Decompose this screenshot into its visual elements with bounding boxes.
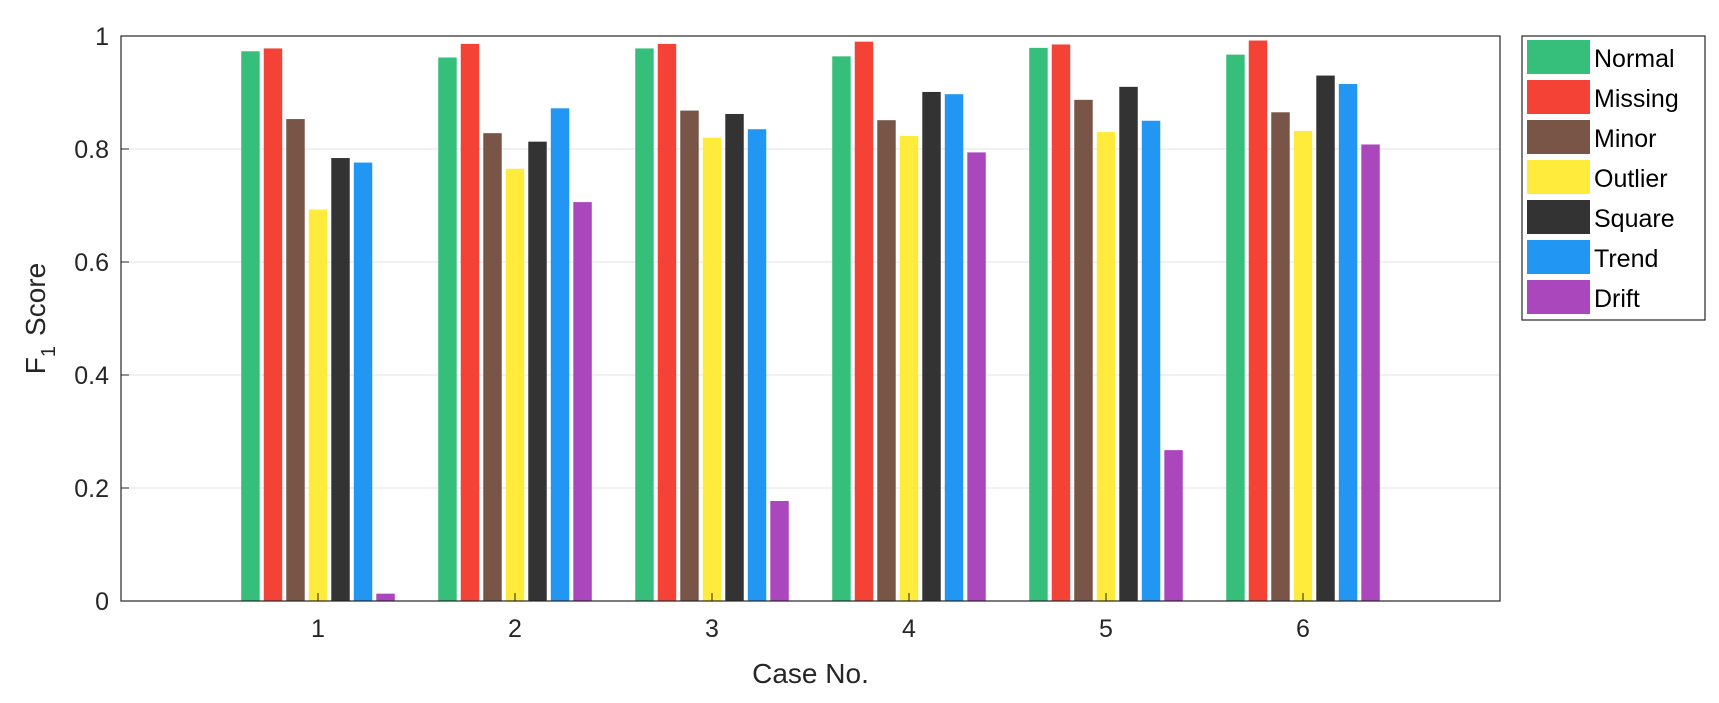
bar-minor-case-6 (1271, 112, 1290, 602)
bar-drift-case-3 (770, 500, 789, 601)
bar-drift-case-5 (1164, 450, 1183, 601)
x-tick-label: 3 (705, 615, 719, 643)
bar-outlier-case-6 (1293, 130, 1313, 602)
y-tick-label: 0 (95, 588, 109, 616)
legend-label-trend: Trend (1594, 245, 1658, 273)
bar-minor-case-1 (286, 119, 305, 602)
x-tick-label: 1 (311, 615, 325, 643)
bar-outlier-case-1 (308, 209, 328, 601)
y-axis-title-subscript: 1 (38, 346, 60, 357)
bar-minor-case-2 (483, 133, 502, 601)
gridlines (121, 148, 1500, 489)
bar-missing-case-4 (854, 41, 874, 601)
y-axis-title-main: F (20, 357, 51, 374)
bar-missing-case-2 (460, 43, 480, 602)
y-axis-title: F1 Score (20, 263, 60, 374)
y-tick-label: 0.2 (74, 475, 109, 503)
bar-square-case-3 (725, 113, 744, 601)
bar-square-case-5 (1119, 86, 1138, 602)
legend-label-outlier: Outlier (1594, 165, 1668, 193)
y-tick-label: 0.6 (74, 249, 109, 277)
bar-trend-case-4 (944, 94, 964, 601)
bar-missing-case-5 (1051, 44, 1071, 602)
legend-swatch-outlier (1527, 160, 1590, 194)
bar-drift-case-1 (376, 593, 395, 601)
bar-square-case-2 (528, 141, 547, 601)
bar-missing-case-6 (1248, 40, 1268, 601)
legend-label-missing: Missing (1594, 85, 1679, 113)
bar-normal-case-2 (438, 57, 457, 602)
bar-trend-case-2 (550, 108, 570, 601)
y-tick-label: 0.4 (74, 362, 109, 390)
bar-trend-case-3 (747, 129, 767, 601)
legend-swatch-drift (1527, 280, 1590, 314)
x-axis-ticks: 1 2 3 4 5 6 (311, 593, 1310, 643)
bar-outlier-case-3 (702, 137, 722, 601)
bar-normal-case-3 (635, 48, 654, 602)
legend-label-normal: Normal (1594, 45, 1675, 73)
y-axis-ticks: 0 0.2 0.4 0.6 0.8 1 (74, 23, 129, 616)
bar-drift-case-4 (967, 152, 986, 601)
legend-label-drift: Drift (1594, 285, 1640, 313)
legend-swatch-trend (1527, 240, 1590, 274)
x-tick-label: 6 (1296, 615, 1310, 643)
y-tick-label: 1 (95, 23, 109, 51)
bar-normal-case-4 (832, 56, 851, 601)
bar-outlier-case-2 (505, 168, 525, 601)
bar-normal-case-6 (1226, 54, 1245, 601)
legend-swatch-square (1527, 200, 1590, 234)
bar-trend-case-5 (1141, 120, 1161, 601)
legend-swatch-normal (1527, 40, 1590, 74)
bar-normal-case-1 (241, 51, 260, 601)
bar-drift-case-6 (1361, 144, 1380, 602)
x-tick-label: 2 (508, 615, 522, 643)
bar-minor-case-3 (680, 110, 699, 601)
plot-frame (120, 35, 1501, 602)
bar-drift-case-2 (573, 202, 592, 602)
bar-outlier-case-5 (1096, 132, 1116, 602)
x-tick-label: 4 (902, 615, 916, 643)
bar-outlier-case-4 (899, 136, 919, 601)
legend-label-minor: Minor (1594, 125, 1657, 153)
bar-minor-case-5 (1074, 99, 1093, 601)
legend: Normal Missing Minor Outlier Square Trend Drif… (1521, 35, 1706, 321)
y-tick-label: 0.8 (74, 136, 109, 164)
x-tick-label: 5 (1099, 615, 1113, 643)
bar-missing-case-3 (657, 43, 677, 602)
bar-square-case-4 (922, 91, 941, 601)
y-axis-title-suffix: Score (20, 263, 51, 336)
bar-missing-case-1 (263, 48, 283, 602)
bar-square-case-6 (1316, 75, 1335, 602)
bar-trend-case-6 (1338, 84, 1358, 601)
x-axis-title: Case No. (752, 658, 869, 689)
bar-trend-case-1 (353, 162, 373, 601)
legend-swatch-minor (1527, 120, 1590, 154)
bars (241, 40, 1380, 602)
bar-minor-case-4 (877, 120, 896, 601)
bar-normal-case-5 (1029, 47, 1048, 602)
bar-square-case-1 (331, 158, 350, 602)
legend-label-square: Square (1594, 205, 1675, 233)
legend-swatch-missing (1527, 80, 1590, 114)
